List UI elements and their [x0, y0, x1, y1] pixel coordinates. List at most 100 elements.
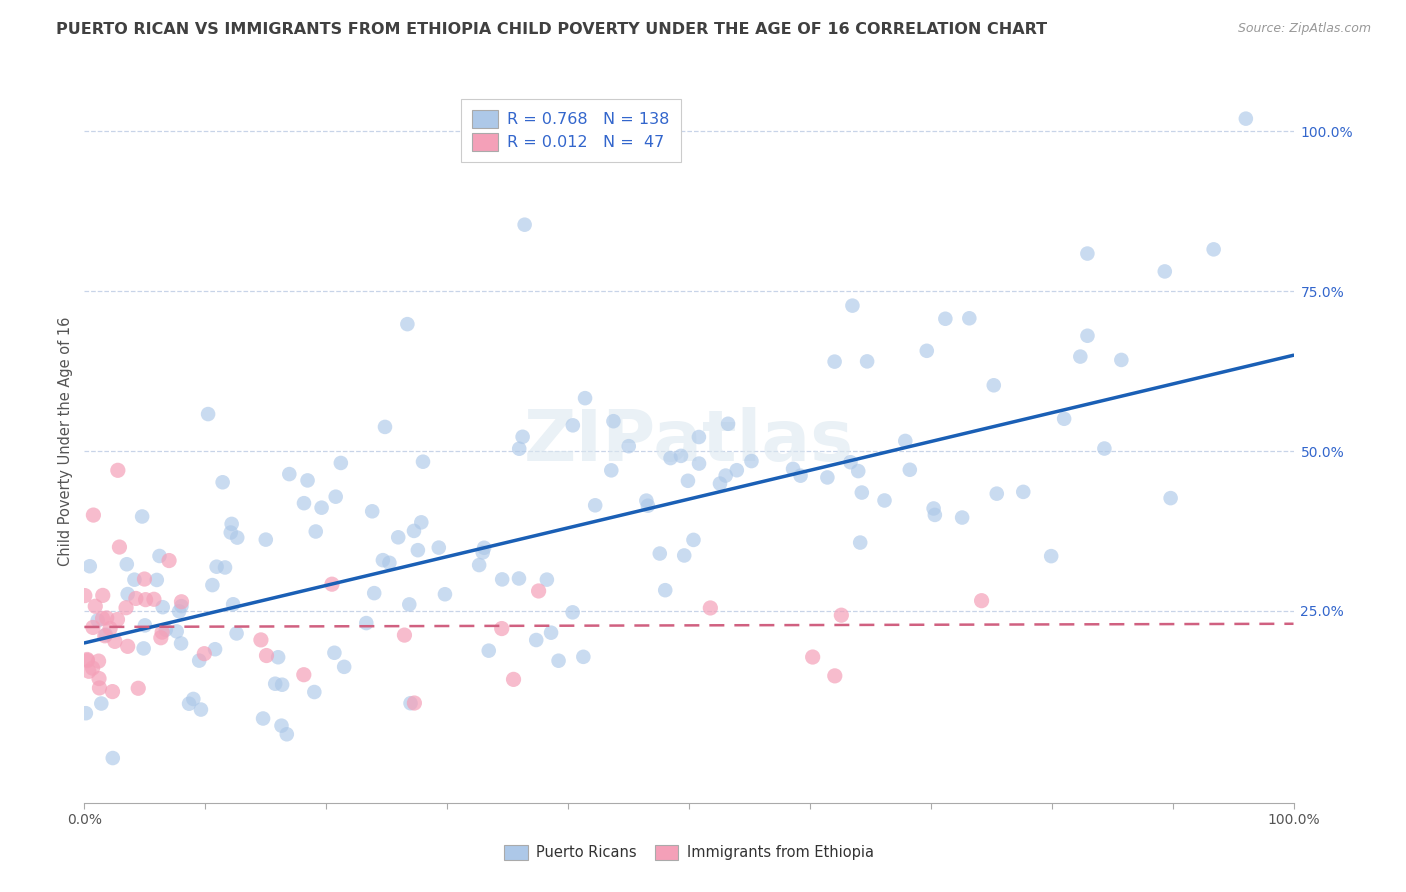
Point	[540, 625, 562, 640]
Point	[201, 578, 224, 592]
Point	[225, 626, 247, 640]
Point	[1012, 484, 1035, 499]
Point	[82, 661, 104, 675]
Point	[1053, 411, 1076, 425]
Point	[1234, 112, 1257, 126]
Point	[107, 463, 129, 477]
Point	[725, 463, 748, 477]
Point	[117, 587, 139, 601]
Point	[512, 430, 534, 444]
Point	[132, 641, 155, 656]
Point	[131, 509, 153, 524]
Point	[135, 592, 157, 607]
Point	[146, 573, 169, 587]
Point	[673, 549, 696, 563]
Point	[1076, 246, 1098, 260]
Point	[333, 660, 356, 674]
Point	[699, 601, 721, 615]
Point	[986, 486, 1008, 500]
Point	[801, 650, 824, 665]
Point	[427, 541, 450, 555]
Point	[915, 343, 938, 358]
Text: PUERTO RICAN VS IMMIGRANTS FROM ETHIOPIA CHILD POVERTY UNDER THE AGE OF 16 CORRE: PUERTO RICAN VS IMMIGRANTS FROM ETHIOPIA…	[56, 22, 1047, 37]
Point	[709, 476, 731, 491]
Point	[396, 317, 419, 331]
Point	[221, 516, 243, 531]
Point	[150, 625, 173, 640]
Point	[841, 299, 863, 313]
Point	[142, 592, 165, 607]
Point	[849, 535, 872, 549]
Point	[824, 669, 846, 683]
Point	[226, 531, 249, 545]
Point	[149, 631, 172, 645]
Point	[654, 583, 676, 598]
Point	[491, 573, 513, 587]
Point	[323, 646, 346, 660]
Point	[177, 697, 200, 711]
Point	[1092, 442, 1115, 456]
Point	[404, 696, 426, 710]
Point	[193, 647, 215, 661]
Point	[73, 589, 96, 603]
Point	[166, 624, 188, 639]
Point	[789, 468, 811, 483]
Point	[305, 524, 328, 539]
Point	[637, 499, 659, 513]
Point	[406, 543, 429, 558]
Point	[267, 650, 290, 665]
Text: ZIPatlas: ZIPatlas	[524, 407, 853, 476]
Point	[815, 470, 838, 484]
Point	[157, 553, 180, 567]
Point	[600, 463, 623, 477]
Point	[304, 685, 326, 699]
Y-axis label: Child Poverty Under the Age of 16: Child Poverty Under the Age of 16	[58, 317, 73, 566]
Point	[90, 697, 112, 711]
Point	[214, 560, 236, 574]
Point	[491, 622, 513, 636]
Point	[270, 719, 292, 733]
Point	[898, 463, 921, 477]
Point	[134, 572, 156, 586]
Point	[513, 218, 536, 232]
Point	[115, 558, 138, 572]
Point	[839, 455, 862, 469]
Point	[77, 665, 100, 679]
Point	[127, 681, 149, 696]
Point	[394, 628, 416, 642]
Point	[374, 420, 396, 434]
Point	[167, 604, 190, 618]
Point	[873, 493, 896, 508]
Point	[115, 600, 138, 615]
Point	[98, 622, 121, 636]
Point	[311, 500, 333, 515]
Point	[256, 648, 278, 663]
Point	[648, 547, 671, 561]
Point	[104, 634, 127, 648]
Point	[101, 684, 124, 698]
Point	[250, 632, 273, 647]
Point	[830, 608, 852, 623]
Point	[363, 586, 385, 600]
Point	[983, 378, 1005, 392]
Point	[190, 702, 212, 716]
Point	[371, 553, 394, 567]
Point	[508, 442, 530, 456]
Point	[107, 613, 129, 627]
Point	[617, 439, 640, 453]
Point	[148, 549, 170, 563]
Point	[561, 605, 583, 619]
Point	[87, 654, 110, 668]
Point	[87, 672, 110, 686]
Point	[934, 311, 956, 326]
Point	[387, 530, 409, 544]
Point	[717, 417, 740, 431]
Point	[714, 468, 737, 483]
Point	[134, 618, 156, 632]
Point	[86, 614, 108, 628]
Point	[297, 474, 319, 488]
Point	[574, 391, 596, 405]
Point	[325, 490, 347, 504]
Point	[205, 559, 228, 574]
Point	[402, 524, 425, 538]
